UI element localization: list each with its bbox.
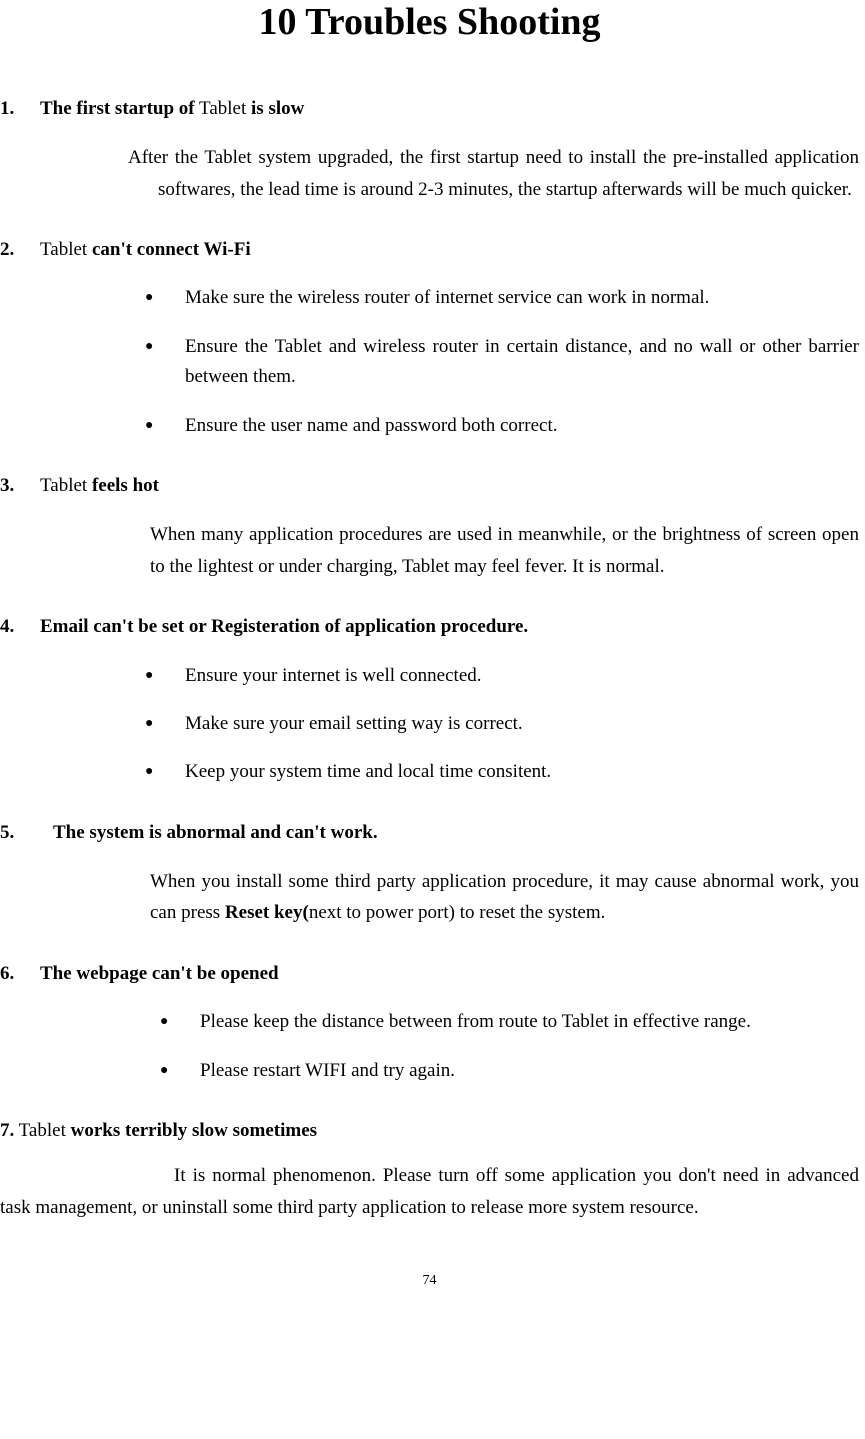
section-1-heading: 1. The first startup of Tablet is slow	[0, 94, 859, 124]
section-7-title-part2: works terribly slow sometimes	[71, 1120, 317, 1141]
section-5-title-part1: The system is abnormal and can't work.	[53, 822, 378, 843]
section-1-title-part1: The first startup of	[40, 98, 195, 119]
section-5-body: When you install some third party applic…	[150, 866, 859, 929]
document-page: 10 Troubles Shooting 1. The first startu…	[0, 0, 859, 1309]
page-number: 74	[0, 1273, 859, 1289]
bullet-icon: ●	[145, 757, 185, 787]
section-1-number: 1.	[0, 94, 40, 124]
section-5-number: 5.	[0, 818, 53, 848]
section-2-heading: 2. Tablet can't connect Wi-Fi	[0, 235, 859, 265]
bullet-text: Make sure your email setting way is corr…	[185, 709, 859, 739]
bullet-text: Keep your system time and local time con…	[185, 757, 859, 787]
section-1-body: After the Tablet system upgraded, the fi…	[158, 142, 859, 205]
section-4: 4. Email can't be set or Registeration o…	[0, 612, 859, 788]
section-6-bullets: ● Please keep the distance between from …	[160, 1007, 859, 1086]
section-7-number: 7.	[0, 1120, 14, 1141]
bullet-item: ● Please keep the distance between from …	[160, 1007, 859, 1037]
section-7-title-part1: Tablet	[14, 1120, 70, 1141]
section-7: 7. Tablet works terribly slow sometimes …	[0, 1116, 859, 1223]
bullet-text: Make sure the wireless router of interne…	[185, 283, 859, 313]
page-title: 10 Troubles Shooting	[0, 0, 859, 44]
bullet-item: ● Ensure the Tablet and wireless router …	[145, 332, 859, 393]
section-2-bullets: ● Make sure the wireless router of inter…	[145, 283, 859, 441]
section-2: 2. Tablet can't connect Wi-Fi ● Make sur…	[0, 235, 859, 441]
section-1-title-part3: is slow	[251, 98, 304, 119]
section-5-body-part2: Reset key(	[225, 902, 309, 923]
section-5-title: The system is abnormal and can't work.	[53, 818, 378, 848]
section-6-title: The webpage can't be opened	[40, 959, 279, 989]
bullet-item: ● Make sure your email setting way is co…	[145, 709, 859, 739]
bullet-icon: ●	[145, 661, 185, 691]
bullet-item: ● Make sure the wireless router of inter…	[145, 283, 859, 313]
section-4-heading: 4. Email can't be set or Registeration o…	[0, 612, 859, 642]
section-5: 5. The system is abnormal and can't work…	[0, 818, 859, 929]
section-7-body: It is normal phenomenon. Please turn off…	[0, 1160, 859, 1223]
bullet-text: Ensure the Tablet and wireless router in…	[185, 332, 859, 393]
section-6-title-part1: The webpage can't be opened	[40, 963, 279, 984]
bullet-text: Ensure the user name and password both c…	[185, 411, 859, 441]
bullet-icon: ●	[145, 332, 185, 393]
section-3-body: When many application procedures are use…	[150, 519, 859, 582]
section-6-heading: 6. The webpage can't be opened	[0, 959, 859, 989]
bullet-icon: ●	[145, 283, 185, 313]
bullet-item: ● Please restart WIFI and try again.	[160, 1056, 859, 1086]
section-4-title-part1: Email can't be set or Registeration of a…	[40, 616, 528, 637]
section-2-title-part1: Tablet	[40, 239, 92, 260]
bullet-text: Please keep the distance between from ro…	[200, 1007, 859, 1037]
section-5-body-part3: next to power port) to reset the system.	[309, 902, 606, 923]
section-1-title: The first startup of Tablet is slow	[40, 94, 304, 124]
section-4-number: 4.	[0, 612, 40, 642]
section-2-title-part2: can't connect Wi-Fi	[92, 239, 251, 260]
section-3-number: 3.	[0, 471, 40, 501]
section-2-title: Tablet can't connect Wi-Fi	[40, 235, 251, 265]
section-2-number: 2.	[0, 235, 40, 265]
section-3: 3. Tablet feels hot When many applicatio…	[0, 471, 859, 582]
bullet-item: ● Keep your system time and local time c…	[145, 757, 859, 787]
bullet-icon: ●	[145, 709, 185, 739]
bullet-icon: ●	[160, 1007, 200, 1037]
section-6-number: 6.	[0, 959, 40, 989]
section-7-title: 7. Tablet works terribly slow sometimes	[0, 1116, 317, 1146]
section-3-title-part2: feels hot	[92, 475, 159, 496]
section-3-title: Tablet feels hot	[40, 471, 159, 501]
bullet-text: Please restart WIFI and try again.	[200, 1056, 859, 1086]
bullet-icon: ●	[160, 1056, 200, 1086]
section-7-heading: 7. Tablet works terribly slow sometimes	[0, 1116, 859, 1146]
section-6: 6. The webpage can't be opened ● Please …	[0, 959, 859, 1086]
section-3-heading: 3. Tablet feels hot	[0, 471, 859, 501]
bullet-item: ● Ensure the user name and password both…	[145, 411, 859, 441]
section-1-title-part2: Tablet	[195, 98, 251, 119]
section-1: 1. The first startup of Tablet is slow A…	[0, 94, 859, 205]
section-4-title: Email can't be set or Registeration of a…	[40, 612, 528, 642]
section-3-title-part1: Tablet	[40, 475, 92, 496]
section-4-bullets: ● Ensure your internet is well connected…	[145, 661, 859, 788]
bullet-item: ● Ensure your internet is well connected…	[145, 661, 859, 691]
bullet-icon: ●	[145, 411, 185, 441]
bullet-text: Ensure your internet is well connected.	[185, 661, 859, 691]
section-5-heading: 5. The system is abnormal and can't work…	[0, 818, 859, 848]
